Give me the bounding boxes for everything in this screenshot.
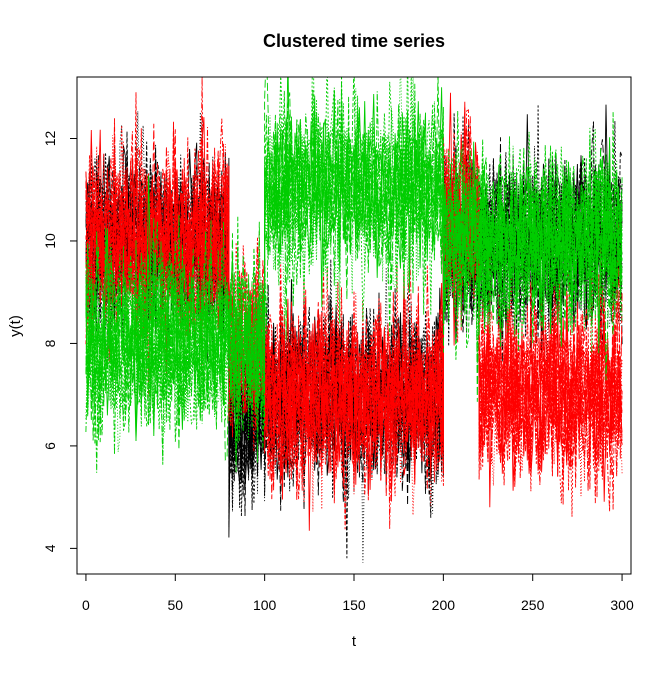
- series-line: [85, 139, 623, 497]
- series-line: [85, 104, 623, 473]
- y-axis: 4 6 8 10 12: [42, 130, 78, 552]
- series-line: [85, 116, 623, 500]
- x-tick-label: 150: [342, 597, 366, 613]
- x-axis: 0 50 100 150 200 250 300: [82, 573, 634, 613]
- y-tick-label: 10: [42, 233, 58, 249]
- x-tick-label: 100: [253, 597, 277, 613]
- y-tick-label: 12: [42, 130, 58, 146]
- series-line: [85, 77, 623, 452]
- series-line: [85, 110, 623, 462]
- x-axis-label: t: [352, 633, 357, 650]
- series-line: [85, 146, 623, 517]
- series-cluster_3: [85, 77, 623, 473]
- y-axis-label: y(t): [7, 315, 24, 337]
- x-tick-label: 50: [168, 597, 184, 613]
- x-tick-label: 200: [432, 597, 456, 613]
- series-layer: [85, 77, 623, 563]
- series-line: [85, 77, 623, 449]
- chart-title: Clustered time series: [263, 31, 445, 51]
- x-tick-label: 250: [521, 597, 545, 613]
- series-cluster_2: [85, 77, 623, 531]
- x-tick-label: 0: [82, 597, 90, 613]
- series-line: [85, 77, 623, 462]
- series-line: [85, 131, 623, 502]
- x-tick-label: 300: [610, 597, 634, 613]
- y-tick-label: 8: [42, 339, 58, 347]
- y-tick-label: 6: [42, 442, 58, 450]
- y-tick-label: 4: [42, 544, 58, 552]
- series-line: [85, 120, 623, 505]
